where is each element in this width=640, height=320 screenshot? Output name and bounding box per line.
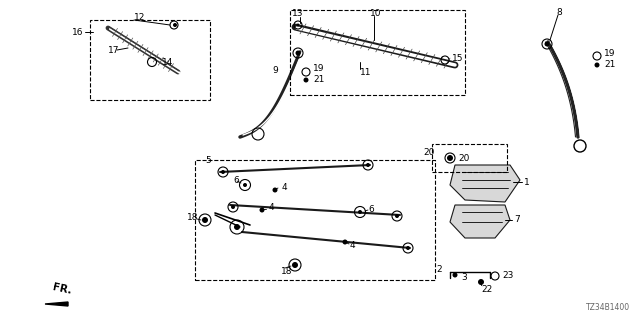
Text: 7: 7	[514, 215, 520, 225]
Circle shape	[292, 262, 298, 268]
Circle shape	[478, 279, 484, 285]
Circle shape	[595, 62, 600, 68]
Bar	[90, 20, 210, 100]
Circle shape	[406, 246, 410, 250]
Text: 19: 19	[604, 49, 616, 58]
Text: 2: 2	[436, 266, 442, 275]
Text: 15: 15	[452, 53, 463, 62]
Circle shape	[202, 217, 208, 223]
Text: 5: 5	[205, 156, 211, 164]
Text: 12: 12	[134, 12, 145, 21]
Circle shape	[221, 170, 225, 174]
Bar	[195, 160, 435, 280]
Text: 14: 14	[162, 58, 173, 67]
Text: 19: 19	[313, 63, 324, 73]
Text: 16: 16	[72, 28, 83, 36]
Text: TZ34B1400: TZ34B1400	[586, 303, 630, 312]
Bar	[290, 10, 465, 95]
Polygon shape	[450, 205, 510, 238]
Text: 4: 4	[350, 241, 356, 250]
Circle shape	[243, 183, 247, 187]
Polygon shape	[45, 302, 68, 306]
Text: 17: 17	[108, 45, 120, 54]
Text: 4: 4	[269, 204, 275, 212]
Circle shape	[296, 51, 301, 55]
Circle shape	[273, 188, 278, 193]
Text: 6: 6	[368, 205, 374, 214]
Circle shape	[303, 77, 308, 83]
Bar	[432, 144, 507, 172]
Circle shape	[358, 210, 362, 214]
Text: 4: 4	[282, 182, 287, 191]
Text: 10: 10	[370, 9, 381, 18]
Text: 23: 23	[502, 271, 513, 281]
Circle shape	[342, 239, 348, 244]
Circle shape	[173, 23, 177, 27]
Text: 6: 6	[233, 175, 239, 185]
Circle shape	[259, 207, 264, 212]
Circle shape	[545, 42, 550, 46]
Text: 21: 21	[313, 75, 324, 84]
Text: 9: 9	[272, 66, 278, 75]
Text: 21: 21	[604, 60, 616, 68]
Circle shape	[366, 163, 370, 167]
Text: 3: 3	[461, 273, 467, 282]
Circle shape	[452, 273, 458, 277]
Text: 1: 1	[524, 178, 530, 187]
Circle shape	[447, 155, 453, 161]
Text: FR.: FR.	[51, 282, 72, 296]
Text: 20: 20	[423, 148, 435, 156]
Circle shape	[296, 23, 300, 27]
Text: 22: 22	[481, 285, 492, 294]
Polygon shape	[450, 165, 520, 202]
Text: 13: 13	[292, 9, 303, 18]
Text: 18: 18	[187, 212, 198, 221]
Circle shape	[231, 205, 235, 209]
Circle shape	[395, 214, 399, 218]
Circle shape	[234, 224, 240, 230]
Text: 20: 20	[458, 154, 469, 163]
Text: 11: 11	[360, 68, 371, 76]
Text: 8: 8	[556, 7, 562, 17]
Text: 18: 18	[281, 268, 292, 276]
